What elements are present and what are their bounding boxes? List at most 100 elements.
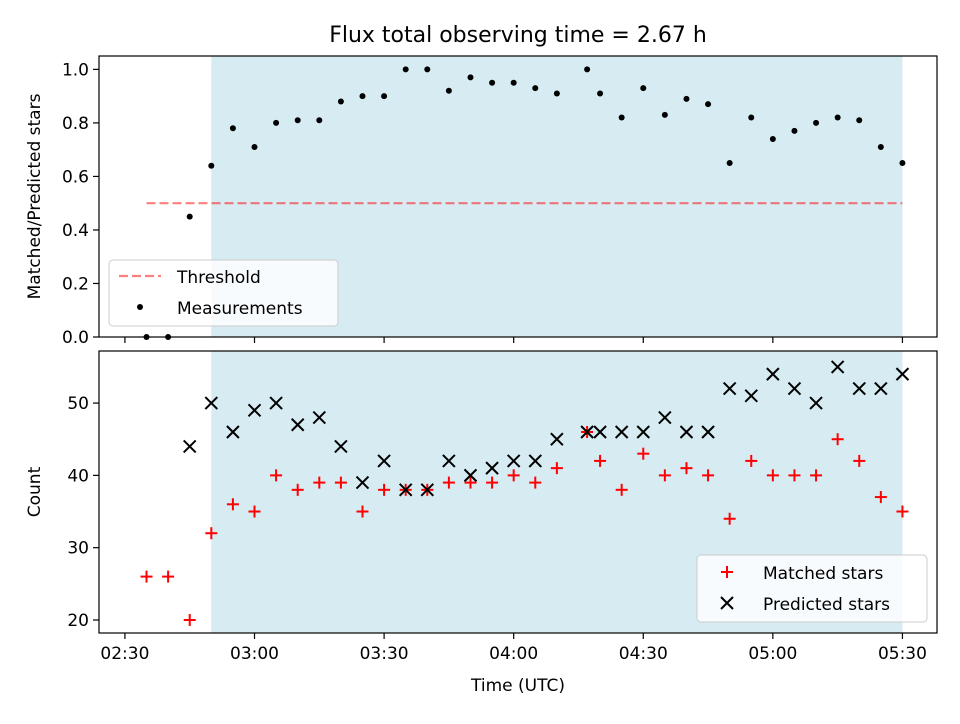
measurement-point (467, 74, 474, 81)
measurement-point (791, 127, 798, 134)
predicted-star-point (809, 396, 823, 410)
matched-star-point (788, 469, 801, 482)
matched-star-point (226, 498, 239, 511)
measurement-point (208, 162, 215, 169)
measurement-point (834, 114, 841, 121)
measurement-point (510, 79, 517, 86)
predicted-star-point (701, 425, 715, 439)
legend-threshold-label: Threshold (176, 268, 261, 288)
predicted-star-mark-b (744, 389, 758, 403)
measurement-point (748, 114, 755, 121)
x-tick-label: 05:00 (748, 644, 797, 664)
predicted-star-mark-b (442, 454, 456, 468)
predicted-star-mark-b (550, 432, 564, 446)
legend-measurements-label: Measurements (177, 299, 303, 319)
y-tick-label: 30 (67, 539, 89, 559)
legend-predicted-label: Predicted stars (763, 595, 890, 615)
y-tick-label: 20 (67, 611, 89, 631)
predicted-star-mark-b (874, 381, 888, 396)
measurement-point (877, 143, 884, 150)
predicted-star-point (830, 360, 845, 374)
predicted-star-point (636, 425, 650, 439)
y-tick-label: 1.0 (62, 60, 89, 80)
x-tick-label: 04:00 (489, 644, 538, 664)
predicted-star-mark-b (722, 381, 737, 396)
matched-star-point (291, 483, 304, 496)
matched-star-point (334, 476, 347, 489)
measurement-point (337, 98, 344, 105)
matched-star-point (248, 505, 261, 518)
matched-star-point (183, 613, 196, 626)
predicted-star-point (312, 410, 327, 425)
predicted-star-point (895, 367, 910, 381)
predicted-star-point (874, 381, 888, 396)
measurement-point (769, 135, 776, 142)
predicted-star-point (744, 389, 758, 403)
predicted-star-point (485, 461, 499, 475)
matched-star-point (205, 527, 218, 540)
predicted-star-point (463, 468, 478, 483)
predicted-star-mark-b (787, 381, 802, 396)
matched-star-point (874, 491, 887, 504)
chart-title: Flux total observing time = 2.67 h (329, 23, 707, 48)
measurement-point (813, 119, 820, 126)
predicted-star-mark-b (658, 410, 672, 425)
predicted-star-mark-b (312, 410, 327, 425)
x-tick-label: 03:30 (360, 644, 409, 664)
measurement-point (489, 79, 496, 86)
measurement-point (229, 125, 236, 132)
matched-star-point (680, 462, 693, 475)
predicted-star-mark-b (701, 425, 715, 439)
predicted-star-mark-b (377, 454, 391, 468)
matched-star-point (810, 469, 823, 482)
measurement-point (445, 87, 452, 94)
matched-star-point (486, 476, 499, 489)
x-axis-label: Time (UTC) (470, 676, 565, 696)
predicted-star-point (334, 439, 348, 454)
measurement-point (186, 213, 193, 220)
predicted-star-mark-b (269, 396, 283, 410)
predicted-star-mark-b (506, 454, 521, 468)
matched-star-point (594, 454, 607, 467)
matched-star-point (853, 454, 866, 467)
matched-star-point (378, 483, 391, 496)
predicted-star-point (593, 425, 607, 439)
predicted-star-mark-b (355, 475, 370, 490)
predicted-star-mark-b (398, 483, 413, 497)
measurement-point (273, 119, 280, 126)
predicted-star-point (852, 381, 866, 396)
predicted-star-point (377, 454, 391, 468)
matched-star-point (140, 570, 153, 583)
matched-star-point (723, 512, 736, 525)
matched-star-point (529, 476, 542, 489)
legend-predicted-swatch-b (720, 596, 734, 610)
x-tick-label: 02:30 (100, 644, 149, 664)
measurement-point (381, 93, 388, 100)
predicted-star-mark-b (614, 425, 629, 439)
predicted-star-point (766, 367, 780, 381)
predicted-star-point (722, 381, 737, 396)
measurement-point (661, 111, 668, 118)
predicted-star-mark-b (420, 483, 434, 497)
predicted-star-mark-b (679, 425, 694, 439)
predicted-star-point (528, 454, 542, 468)
x-tick-label: 05:30 (878, 644, 927, 664)
predicted-star-point (269, 396, 283, 410)
predicted-star-point (614, 425, 629, 439)
measurement-point (683, 95, 690, 102)
predicted-star-point (580, 425, 594, 439)
predicted-star-mark-b (809, 396, 823, 410)
predicted-star-mark-b (830, 360, 845, 374)
y-axis-label: Count (25, 466, 45, 517)
predicted-star-mark-b (485, 461, 499, 475)
predicted-star-mark-b (580, 425, 594, 439)
y-tick-label: 0.2 (62, 274, 89, 294)
matched-star-point (637, 447, 650, 460)
predicted-star-point (420, 483, 434, 497)
measurement-point (705, 101, 712, 108)
matched-star-point (615, 483, 628, 496)
predicted-star-mark-b (247, 403, 262, 417)
matched-star-point (356, 505, 369, 518)
y-tick-label: 0.4 (62, 221, 89, 241)
